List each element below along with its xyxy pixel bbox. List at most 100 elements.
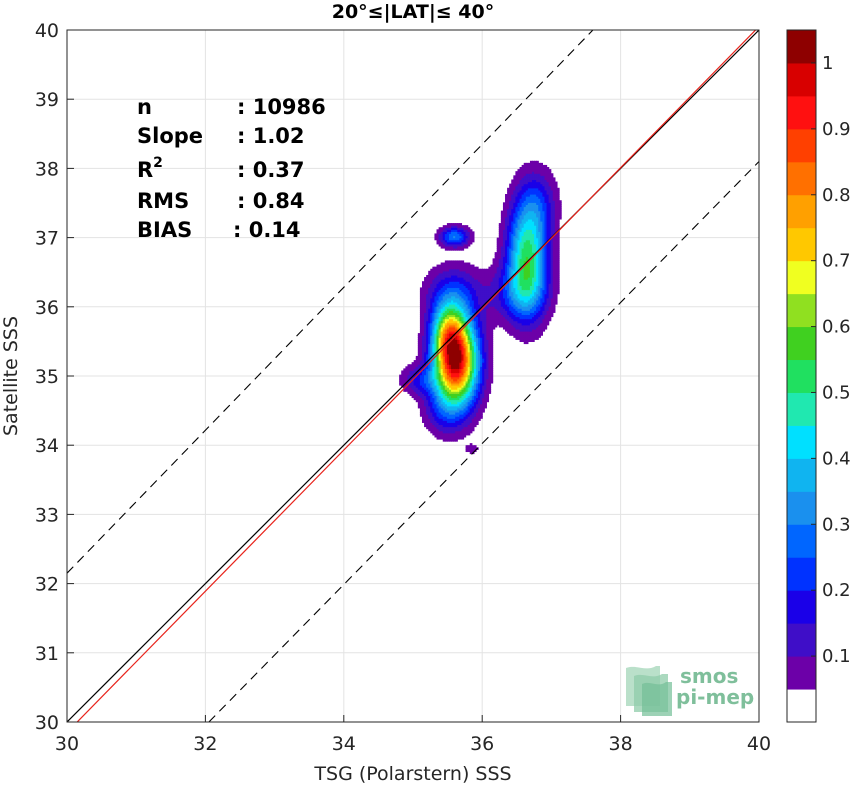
density-cell	[469, 358, 473, 361]
density-cell	[469, 387, 473, 390]
density-cell	[430, 353, 433, 357]
density-cell	[534, 220, 537, 224]
density-cell	[442, 409, 446, 413]
density-cell	[532, 287, 535, 291]
density-cell	[519, 210, 523, 214]
density-cell	[436, 351, 440, 355]
density-cell	[507, 241, 510, 245]
density-cell	[467, 382, 471, 386]
density-cell	[525, 274, 529, 278]
density-cell	[490, 341, 494, 345]
density-cell	[465, 422, 469, 426]
density-cell	[473, 422, 477, 426]
density-cell	[521, 287, 525, 291]
density-cell	[455, 372, 458, 376]
density-cell	[517, 181, 521, 185]
density-cell	[442, 291, 446, 295]
density-cell	[465, 449, 469, 453]
density-cell	[444, 289, 448, 293]
density-cell	[438, 333, 442, 336]
density-cell	[513, 270, 517, 274]
density-cell	[488, 335, 492, 338]
density-cell	[505, 237, 508, 241]
density-cell	[453, 239, 456, 243]
density-cell	[500, 233, 504, 237]
density-cell	[525, 164, 529, 168]
density-cell	[428, 382, 431, 386]
density-cell	[480, 395, 483, 399]
density-cell	[525, 312, 529, 316]
density-cell	[521, 223, 525, 226]
density-cell	[521, 268, 525, 272]
density-cell	[523, 283, 527, 286]
density-cell	[467, 368, 471, 372]
density-cell	[534, 287, 537, 291]
density-cell	[517, 204, 521, 208]
density-cell	[511, 283, 514, 286]
density-cell	[451, 301, 454, 305]
density-cell	[527, 324, 531, 328]
density-cell	[527, 270, 531, 274]
density-cell	[523, 214, 527, 218]
density-cell	[521, 177, 525, 181]
density-cell	[438, 434, 442, 438]
density-cell	[455, 374, 458, 378]
density-cell	[534, 299, 537, 303]
density-cell	[440, 418, 444, 421]
density-cell	[434, 283, 438, 286]
density-cell	[502, 281, 506, 284]
density-cell	[440, 231, 444, 235]
density-cell	[490, 353, 494, 357]
density-cell	[421, 409, 425, 413]
density-cell	[428, 372, 431, 376]
density-cell	[428, 353, 431, 357]
density-cell	[502, 258, 506, 262]
density-cell	[525, 194, 529, 197]
density-cell	[513, 181, 517, 185]
density-cell	[523, 225, 527, 228]
density-cell	[490, 374, 494, 378]
density-cell	[536, 258, 539, 262]
density-cell	[521, 243, 525, 247]
density-cell	[436, 322, 440, 326]
density-cell	[459, 223, 463, 226]
density-cell	[511, 316, 514, 320]
density-cell	[538, 231, 541, 235]
density-cell	[469, 272, 473, 276]
density-cell	[434, 376, 438, 380]
density-cell	[459, 391, 463, 394]
density-cell	[463, 245, 467, 249]
density-cell	[500, 239, 504, 243]
density-cell	[473, 391, 477, 394]
density-cell	[521, 173, 525, 176]
density-cell	[534, 198, 537, 201]
density-cell	[525, 241, 529, 245]
density-cell	[465, 281, 469, 284]
density-cell	[478, 337, 481, 340]
density-cell	[484, 277, 487, 280]
density-cell	[430, 366, 433, 369]
density-cell	[513, 295, 517, 299]
density-cell	[513, 227, 517, 230]
density-cell	[527, 301, 531, 305]
density-cell	[432, 287, 436, 291]
density-cell	[446, 362, 450, 365]
density-cell	[428, 414, 431, 417]
density-cell	[436, 237, 440, 241]
density-cell	[527, 214, 531, 218]
density-cell	[527, 318, 531, 322]
density-cell	[521, 225, 525, 228]
density-cell	[440, 314, 444, 318]
density-cell	[434, 378, 438, 382]
density-cell	[544, 283, 548, 286]
density-cell	[525, 175, 529, 178]
density-cell	[451, 420, 454, 423]
density-cell	[484, 380, 487, 384]
density-cell	[519, 169, 523, 172]
density-cell	[521, 204, 525, 208]
density-cell	[507, 254, 510, 257]
density-cell	[507, 204, 510, 208]
density-cell	[532, 324, 535, 328]
density-cell	[482, 293, 485, 297]
density-cell	[446, 401, 450, 405]
